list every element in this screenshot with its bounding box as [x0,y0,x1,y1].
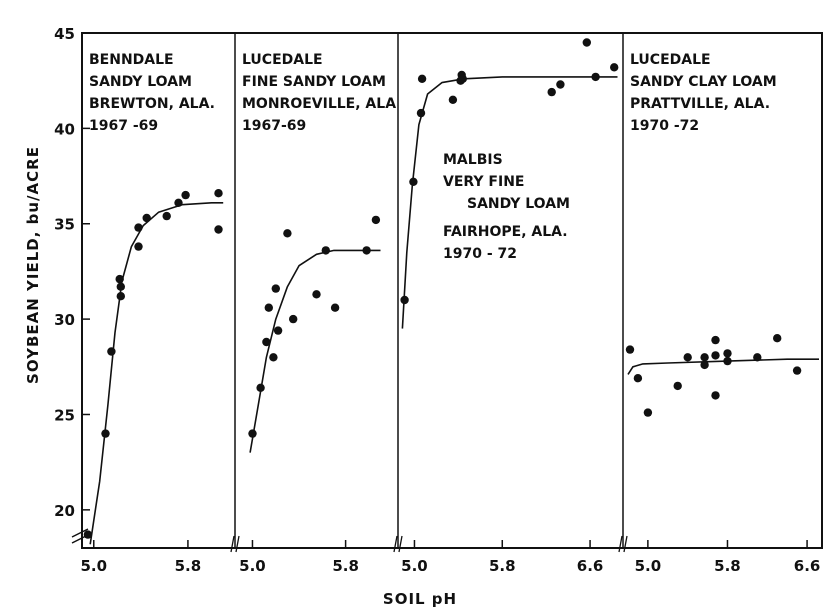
x-axis-break-mark [618,535,628,553]
y-tick-label: 40 [54,120,75,138]
data-point [107,347,116,356]
data-point [633,374,643,383]
data-point [711,391,720,400]
data-point [673,381,682,391]
data-point [214,189,223,198]
data-point [264,303,273,312]
panel-label-line: PRATTVILLE, ALA. [630,96,770,112]
data-point [101,429,110,438]
data-point [181,190,190,200]
y-tick-label: 25 [54,406,75,424]
y-tick-label: 35 [54,216,75,234]
y-tick-label: 30 [54,311,75,329]
x-axis-break-mark [230,535,240,553]
data-point [248,429,257,438]
data-point [116,282,126,291]
x-tick-label: 5.8 [489,557,516,575]
data-point [256,383,265,392]
data-point [792,366,802,375]
panel-label-line: SANDY CLAY LOAM [630,74,777,90]
data-point [700,353,709,362]
data-point [416,108,426,118]
x-tick-label: 5.8 [714,557,741,575]
data-point [330,303,340,312]
panel-label-line: FINE SANDY LOAM [242,74,386,90]
panel-label-line: LUCEDALE [242,52,323,68]
data-point [582,38,591,47]
data-point [625,345,635,354]
data-point [371,215,381,225]
fitted-curve [627,358,819,375]
x-tick-label: 5.0 [80,557,107,575]
y-tick-label: 20 [54,502,75,520]
panel-label-line: 1970 -72 [630,118,699,134]
data-point [273,326,283,335]
data-point [683,353,692,362]
y-axis-label: SOYBEAN YIELD, bu/ACRE [24,146,42,384]
panel-label-line: 1970 - 72 [443,246,517,262]
x-tick-label: 5.0 [239,557,266,575]
panel-label-line: BENNDALE [89,52,174,68]
panel-label-line: SANDY LOAM [467,196,570,212]
data-point [283,229,292,238]
data-point [723,349,732,358]
data-point [134,223,143,232]
data-point [448,95,458,105]
data-point [417,74,427,84]
fitted-curve [249,249,381,453]
data-point [409,177,418,186]
data-point [723,356,732,366]
data-point [591,72,600,82]
panel-label-line: BREWTON, ALA. [89,96,215,112]
plot-frame [81,32,823,549]
fitted-curve [401,76,618,329]
x-tick-label: 5.0 [635,557,662,575]
panel-label-line: LUCEDALE [630,52,711,68]
data-point [262,337,271,347]
x-axis-label: SOIL pH [383,590,457,608]
panel-label-line: SANDY LOAM [89,74,192,90]
data-point [116,292,126,301]
data-point [83,530,93,539]
x-tick-label: 6.6 [794,557,821,575]
data-point [362,246,371,255]
data-point [610,63,619,72]
x-tick-label: 5.8 [332,557,359,575]
data-point [115,274,124,284]
data-point [458,74,467,84]
y-tick-label: 45 [54,25,75,43]
panel-label-line: VERY FINE [443,174,524,190]
data-point [547,87,556,97]
panel-label-line: 1967 -69 [89,118,158,134]
data-point [556,80,565,89]
panel-label-line: MONROEVILLE, ALA [242,96,396,112]
panel-label-line: 1967-69 [242,118,306,134]
data-point [134,242,143,251]
data-point [400,295,409,305]
data-point [773,334,782,343]
panel-label-line: FAIRHOPE, ALA. [443,224,568,240]
data-point [711,335,720,345]
data-point [312,290,321,299]
data-point [174,198,183,207]
data-point [214,225,223,234]
data-point [162,211,171,221]
data-point [321,246,330,255]
plot-area: 20 25 30 35 40 45 5.0 5.8 BENNDALE SANDY LOAM BREW… [54,25,823,575]
data-point [269,353,278,362]
data-point [753,353,762,362]
data-point [271,284,280,293]
panel-label-line: MALBIS [443,152,503,168]
x-tick-label: 5.0 [401,557,428,575]
x-tick-label: 5.8 [175,557,202,575]
x-tick-label: 6.6 [577,557,604,575]
data-point [142,213,151,223]
data-point [700,360,709,370]
data-point [289,314,298,324]
data-point [711,351,720,360]
data-point [643,408,653,417]
fitted-curve [89,202,224,545]
x-axis-break-mark [393,535,403,553]
